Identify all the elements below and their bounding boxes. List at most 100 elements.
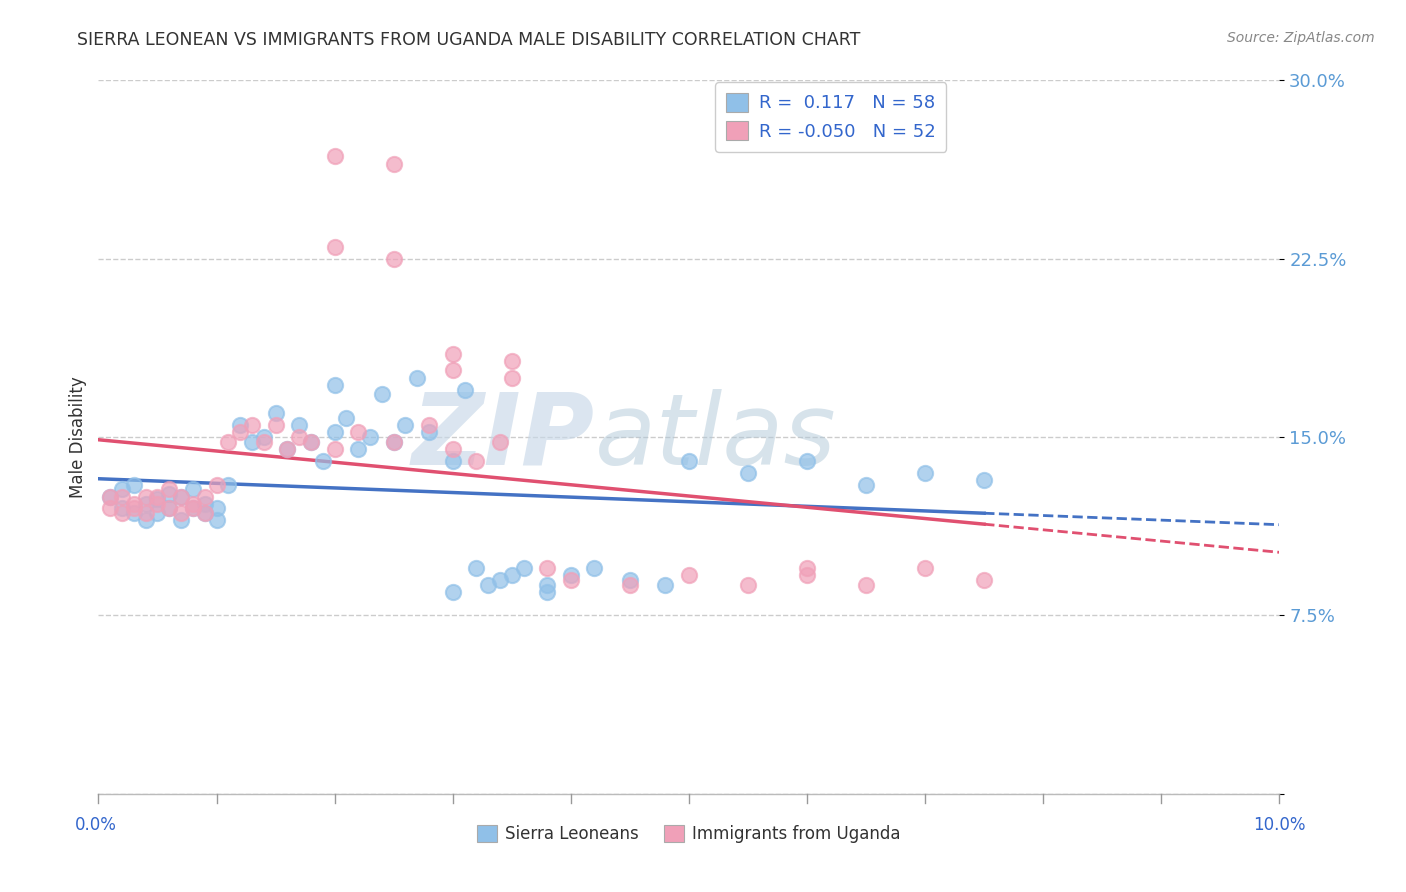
- Point: [382, 156, 405, 170]
- Point: [181, 497, 204, 511]
- Point: [347, 425, 370, 440]
- Point: [394, 418, 416, 433]
- Point: [560, 573, 582, 587]
- Y-axis label: Male Disability: Male Disability: [69, 376, 87, 498]
- Point: [135, 513, 157, 527]
- Point: [973, 473, 995, 487]
- Point: [441, 442, 464, 456]
- Point: [157, 483, 180, 497]
- Point: [312, 454, 335, 468]
- Point: [170, 490, 193, 504]
- Point: [441, 584, 464, 599]
- Point: [181, 501, 204, 516]
- Point: [619, 577, 641, 591]
- Point: [157, 501, 180, 516]
- Point: [512, 561, 534, 575]
- Point: [489, 573, 512, 587]
- Point: [678, 454, 700, 468]
- Legend: Sierra Leoneans, Immigrants from Uganda: Sierra Leoneans, Immigrants from Uganda: [471, 818, 907, 850]
- Point: [323, 377, 346, 392]
- Point: [477, 577, 499, 591]
- Point: [217, 434, 239, 449]
- Point: [181, 501, 204, 516]
- Point: [229, 418, 252, 433]
- Point: [560, 568, 582, 582]
- Text: atlas: atlas: [595, 389, 837, 485]
- Point: [217, 477, 239, 491]
- Point: [489, 434, 512, 449]
- Point: [347, 442, 370, 456]
- Point: [229, 425, 252, 440]
- Point: [418, 425, 440, 440]
- Point: [536, 577, 558, 591]
- Text: ZIP: ZIP: [412, 389, 595, 485]
- Point: [441, 363, 464, 377]
- Point: [382, 434, 405, 449]
- Point: [240, 434, 263, 449]
- Point: [678, 568, 700, 582]
- Point: [323, 442, 346, 456]
- Point: [205, 477, 228, 491]
- Point: [146, 490, 169, 504]
- Text: Source: ZipAtlas.com: Source: ZipAtlas.com: [1227, 31, 1375, 45]
- Point: [264, 418, 287, 433]
- Point: [323, 240, 346, 254]
- Point: [170, 513, 193, 527]
- Point: [146, 506, 169, 520]
- Point: [276, 442, 298, 456]
- Point: [465, 561, 488, 575]
- Point: [453, 383, 475, 397]
- Point: [855, 577, 877, 591]
- Point: [654, 577, 676, 591]
- Point: [536, 584, 558, 599]
- Point: [98, 490, 121, 504]
- Text: SIERRA LEONEAN VS IMMIGRANTS FROM UGANDA MALE DISABILITY CORRELATION CHART: SIERRA LEONEAN VS IMMIGRANTS FROM UGANDA…: [77, 31, 860, 49]
- Point: [146, 497, 169, 511]
- Point: [583, 561, 606, 575]
- Point: [122, 506, 145, 520]
- Point: [796, 454, 818, 468]
- Text: 10.0%: 10.0%: [1253, 816, 1306, 834]
- Point: [205, 501, 228, 516]
- Point: [194, 497, 217, 511]
- Point: [240, 418, 263, 433]
- Point: [382, 252, 405, 266]
- Point: [796, 561, 818, 575]
- Point: [737, 577, 759, 591]
- Point: [157, 501, 180, 516]
- Point: [135, 506, 157, 520]
- Point: [122, 501, 145, 516]
- Point: [441, 347, 464, 361]
- Point: [111, 490, 134, 504]
- Point: [98, 490, 121, 504]
- Point: [111, 506, 134, 520]
- Point: [536, 561, 558, 575]
- Point: [194, 506, 217, 520]
- Point: [501, 370, 523, 384]
- Point: [299, 434, 322, 449]
- Point: [135, 497, 157, 511]
- Point: [194, 490, 217, 504]
- Point: [288, 430, 311, 444]
- Point: [253, 430, 276, 444]
- Point: [135, 490, 157, 504]
- Point: [146, 491, 169, 506]
- Point: [501, 568, 523, 582]
- Point: [111, 501, 134, 516]
- Point: [98, 501, 121, 516]
- Point: [205, 513, 228, 527]
- Point: [501, 354, 523, 368]
- Point: [465, 454, 488, 468]
- Point: [796, 568, 818, 582]
- Point: [323, 425, 346, 440]
- Point: [170, 490, 193, 504]
- Point: [111, 483, 134, 497]
- Point: [855, 477, 877, 491]
- Point: [264, 406, 287, 420]
- Point: [288, 418, 311, 433]
- Point: [406, 370, 429, 384]
- Point: [418, 418, 440, 433]
- Point: [276, 442, 298, 456]
- Point: [194, 506, 217, 520]
- Point: [737, 466, 759, 480]
